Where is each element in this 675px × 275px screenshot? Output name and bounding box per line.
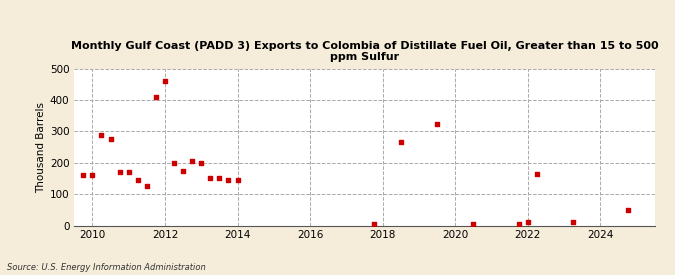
Point [78,173,88,178]
Title: Monthly Gulf Coast (PADD 3) Exports to Colombia of Distillate Fuel Oil, Greater : Monthly Gulf Coast (PADD 3) Exports to C… [71,41,658,62]
Point [105,137,116,142]
Point [622,208,633,212]
Point [432,122,443,126]
Point [187,159,198,163]
Point [124,170,134,174]
Point [159,79,170,84]
Point [468,222,479,226]
Point [205,176,216,181]
Point [169,161,180,165]
Point [522,220,533,225]
Point [87,173,98,178]
Point [132,178,143,182]
Text: Source: U.S. Energy Information Administration: Source: U.S. Energy Information Administ… [7,263,205,272]
Point [178,168,188,173]
Point [96,132,107,137]
Point [151,95,161,99]
Point [232,178,243,182]
Point [214,176,225,181]
Point [513,222,524,226]
Point [368,222,379,226]
Point [142,184,153,189]
Point [396,140,406,145]
Y-axis label: Thousand Barrels: Thousand Barrels [36,102,46,192]
Point [568,220,578,225]
Point [223,178,234,182]
Point [531,172,542,176]
Point [114,170,125,174]
Point [196,161,207,165]
